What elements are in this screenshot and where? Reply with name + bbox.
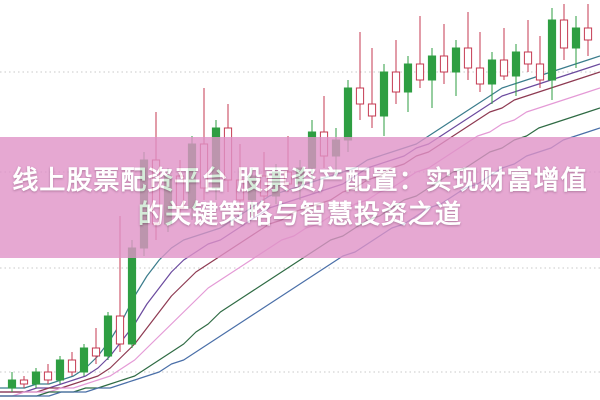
candle-body-up [403,63,413,93]
candle-body-down [499,59,509,77]
candle-body-down [19,379,29,385]
candle-body-down [463,47,473,69]
candle-body-up [55,359,65,381]
candle-body-up [79,347,89,373]
candle-body-down [523,51,533,65]
candle-body-up [103,315,113,357]
candle-body-down [43,371,53,381]
candle-body-down [535,63,545,81]
candle-body-up [379,71,389,117]
candle-body-up [451,47,461,73]
candle-body-up [127,247,137,345]
headline-banner: 线上股票配资平台 股票资产配置：实现财富增值 的关键策略与智慧投资之道 [0,137,600,258]
candle-body-down [439,55,449,73]
candle-body-up [511,51,521,77]
candle-body-down [115,315,125,345]
headline-line-2: 的关键策略与智慧投资之道 [137,198,462,229]
headline-line-1: 线上股票配资平台 股票资产配置：实现财富增值 [12,165,588,196]
candle-body-down [475,67,485,85]
candle-body-down [355,87,365,105]
candle-body-down [559,19,569,49]
candle-body-down [67,359,77,373]
candle-body-up [571,27,581,49]
candle-body-up [427,55,437,81]
candle-body-up [343,87,353,141]
candle-body-down [583,27,593,41]
candle-body-down [367,103,377,117]
candle-body-down [415,63,425,81]
candle-body-up [547,19,557,81]
candle-body-up [31,371,41,385]
candle-body-up [7,379,17,389]
candle-body-down [391,71,401,93]
candle-body-down [91,347,101,357]
candle-body-up [487,59,497,85]
